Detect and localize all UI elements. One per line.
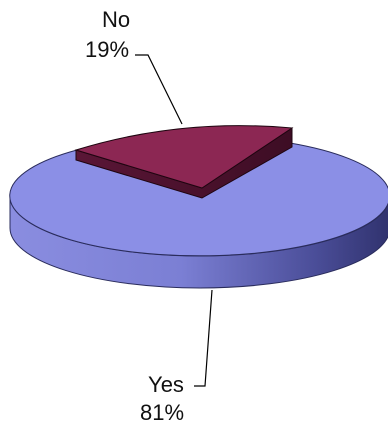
label-yes-name: Yes — [148, 372, 184, 397]
leader-line-no — [135, 54, 183, 125]
slice-yes — [9, 142, 388, 289]
leader-line-yes — [194, 289, 213, 387]
slice-no — [74, 125, 294, 199]
slice-yes-top — [9, 142, 388, 257]
label-yes-percent: 81% — [140, 400, 184, 423]
label-no-percent: 19% — [85, 37, 129, 62]
label-no-name: No — [102, 7, 130, 32]
slice-no-top — [74, 125, 294, 189]
